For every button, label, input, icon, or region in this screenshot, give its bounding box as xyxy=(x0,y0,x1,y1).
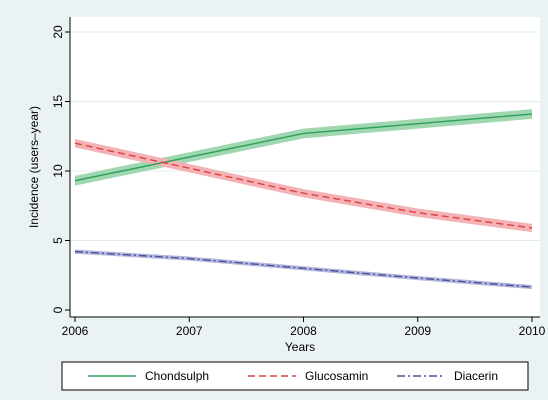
legend: Chondsulph Glucosamin Diacerin xyxy=(88,369,498,383)
grid xyxy=(70,31,540,241)
x-tick-label: 2010 xyxy=(519,324,546,338)
line-chondsulph xyxy=(74,113,533,182)
confidence-bands xyxy=(75,109,532,290)
line-glucosamin xyxy=(74,142,533,229)
x-axis-label: Years xyxy=(285,340,315,354)
band-glucosamin xyxy=(75,139,532,233)
x-tick-label: 2006 xyxy=(62,324,89,338)
axes xyxy=(65,17,540,322)
legend-label-glucosamin: Glucosamin xyxy=(305,369,368,383)
y-tick-label: 15 xyxy=(51,95,65,109)
legend-label-chondsulph: Chondsulph xyxy=(145,369,209,383)
x-tick-label: 2008 xyxy=(290,324,317,338)
y-tick-label: 20 xyxy=(51,25,65,39)
y-axis-label: Incidence (users–year) xyxy=(27,106,41,228)
x-tick-label: 2007 xyxy=(176,324,203,338)
x-tick-label: 2009 xyxy=(404,324,431,338)
series-lines xyxy=(74,113,533,288)
legend-label-diacerin: Diacerin xyxy=(454,369,498,383)
y-tick-label: 0 xyxy=(51,306,65,313)
y-tick-label: 5 xyxy=(51,237,65,244)
band-chondsulph xyxy=(75,109,532,186)
y-tick-label: 10 xyxy=(51,164,65,178)
tick-labels: 0 5 10 15 20 2006 2007 2008 2009 2010 xyxy=(51,25,546,338)
band-diacerin xyxy=(75,249,532,290)
line-diacerin xyxy=(74,250,533,288)
